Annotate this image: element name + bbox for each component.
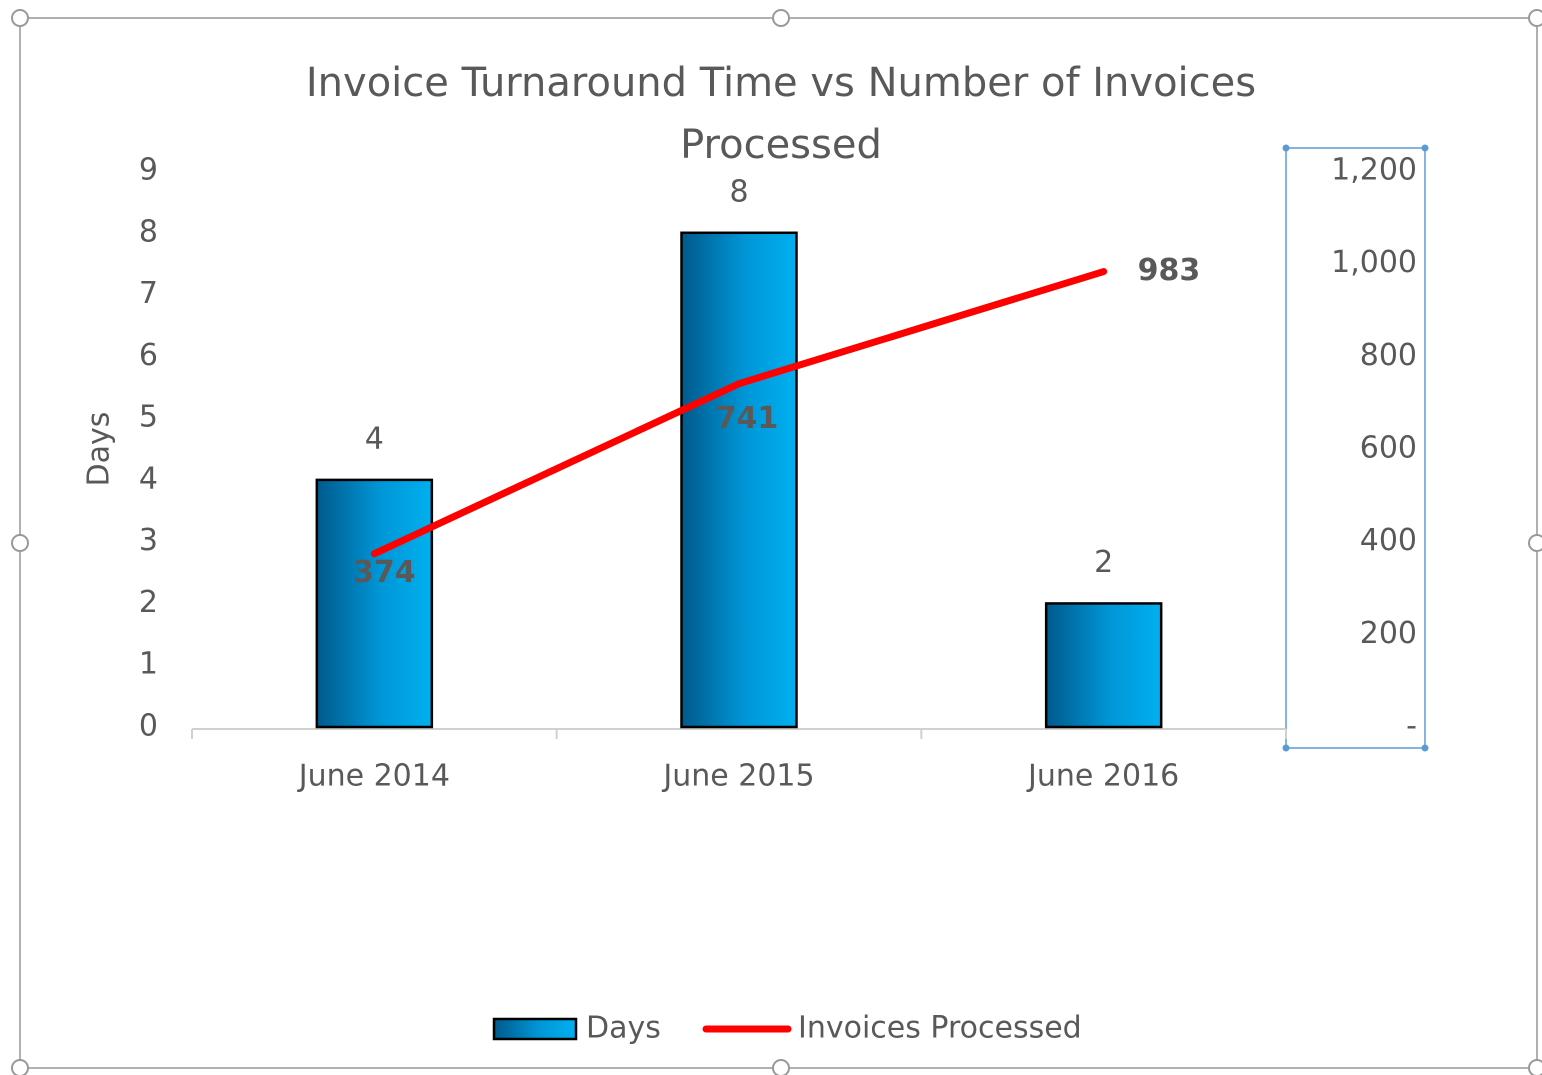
y2-tick-label: 200	[1360, 616, 1417, 651]
line-data-label: 374	[353, 555, 416, 590]
bar	[315, 478, 434, 729]
x-tick-label: June 2015	[661, 759, 814, 794]
y-tick-label: 4	[139, 461, 158, 496]
y2-tick-label: 1,200	[1331, 153, 1417, 188]
y-tick-label: 5	[139, 400, 158, 435]
bar-data-label: 2	[1094, 545, 1113, 580]
legend-swatch	[492, 1017, 578, 1041]
x-tick-label: June 2014	[297, 759, 450, 794]
y-tick-label: 6	[139, 338, 158, 373]
y-tick-label: 1	[139, 647, 158, 682]
y-tick-label: 9	[139, 153, 158, 188]
axis-selection	[1285, 147, 1426, 749]
y-tick-label: 3	[139, 523, 158, 558]
line-data-label: 983	[1138, 253, 1201, 288]
bar	[680, 231, 798, 729]
bar-data-label: 8	[729, 174, 748, 209]
y-tick-label: 8	[139, 214, 158, 249]
y-tick-label: 7	[139, 276, 158, 311]
y2-tick-label: 400	[1360, 523, 1417, 558]
y-axis-title: Days	[82, 412, 117, 487]
y2-tick-label: -	[1406, 709, 1417, 744]
line-data-label: 741	[716, 401, 779, 436]
y-tick-label: 2	[139, 585, 158, 620]
bar	[1044, 602, 1163, 729]
y2-tick-label: 1,000	[1331, 245, 1417, 280]
axis-selection-handles	[1282, 144, 1429, 752]
y2-tick-label: 600	[1360, 431, 1417, 466]
bar-data-label: 4	[365, 421, 384, 456]
chart-title: Invoice Turnaround Time vs Number of Inv…	[305, 60, 1257, 168]
x-tick-label: June 2016	[1026, 759, 1179, 794]
legend-label: Days	[586, 1011, 661, 1046]
y-tick-label: 0	[139, 709, 158, 744]
line	[370, 268, 1108, 558]
y2-tick-label: 800	[1360, 338, 1417, 373]
selection-handles	[11, 9, 1542, 1075]
legend-label: Invoices Processed	[798, 1011, 1082, 1046]
